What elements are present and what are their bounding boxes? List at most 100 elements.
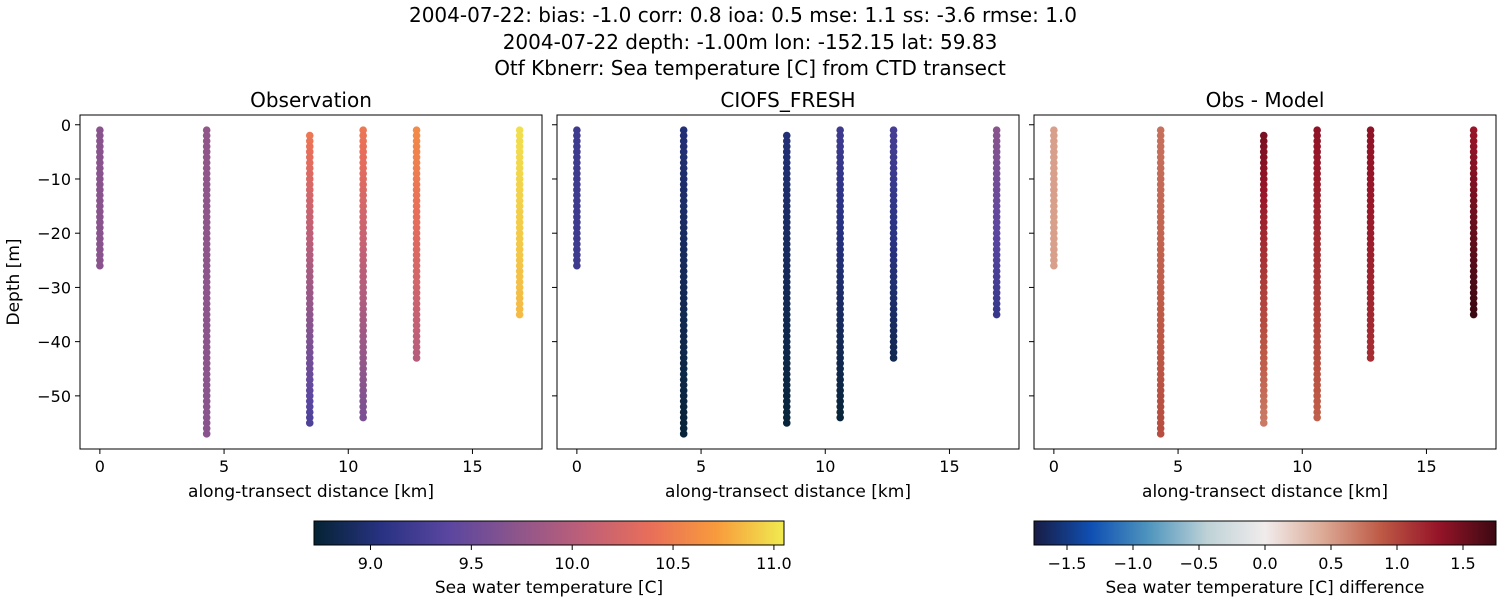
data-point (992, 180, 1001, 189)
data-point (305, 299, 314, 308)
data-point (359, 326, 367, 335)
data-point (305, 131, 314, 140)
data-point (782, 207, 791, 216)
data-point (359, 332, 367, 341)
data-point (782, 261, 791, 270)
data-point (202, 402, 211, 411)
data-point (836, 196, 844, 205)
data-point (412, 305, 421, 313)
data-point (1469, 223, 1478, 232)
data-point (679, 240, 688, 248)
data-point (889, 213, 898, 221)
data-point (1156, 397, 1165, 406)
plot-frame (556, 114, 1020, 450)
data-point (359, 158, 367, 167)
data-point (1313, 278, 1321, 286)
data-point (1366, 321, 1375, 330)
data-point (679, 419, 688, 427)
data-point (836, 272, 844, 281)
colorbar-tick-label: −0.5 (1180, 554, 1219, 573)
data-point (782, 359, 791, 368)
data-point (305, 337, 314, 346)
data-point (1366, 234, 1375, 243)
data-point (1366, 354, 1375, 362)
data-point (412, 283, 421, 292)
data-point (573, 153, 581, 162)
data-point (992, 196, 1001, 205)
data-point (889, 326, 898, 335)
panel-1: 0 5 10 15 0 −10 −20 −30 −40 −50 Observation along-t… (4, 88, 543, 502)
data-point (359, 364, 367, 373)
data-point (1156, 424, 1165, 433)
data-point (359, 359, 367, 368)
data-point (1366, 213, 1375, 221)
data-point (1366, 316, 1375, 324)
data-point (1469, 202, 1478, 210)
x-tick-label: 15 (462, 457, 482, 476)
title-line-description: Otf Kbnerr: Sea temperature [C] from CTD… (494, 56, 1006, 80)
data-point (836, 186, 844, 194)
data-point (1313, 316, 1321, 324)
data-point (359, 164, 367, 172)
data-point (679, 223, 688, 232)
data-point (992, 261, 1001, 270)
data-point (1313, 169, 1321, 178)
x-tick-label: 0 (95, 457, 105, 476)
data-point (836, 148, 844, 156)
data-point (1156, 272, 1165, 281)
data-point (992, 240, 1001, 248)
data-point (305, 364, 314, 373)
data-point (1469, 186, 1478, 194)
data-point (1156, 332, 1165, 341)
data-point (573, 202, 581, 210)
plot-frame (79, 114, 543, 450)
data-point (836, 294, 844, 303)
data-point (305, 375, 314, 384)
data-point (1313, 164, 1321, 172)
data-point (96, 207, 104, 216)
data-point (515, 289, 524, 297)
data-point (1050, 218, 1058, 227)
x-tick-label: 15 (1416, 457, 1436, 476)
data-point (202, 272, 211, 281)
data-point (782, 223, 791, 232)
data-point (1469, 267, 1478, 275)
data-point (992, 126, 1001, 134)
data-point (1313, 299, 1321, 308)
data-point (1366, 267, 1375, 275)
x-axis-label: along-transect distance [km] (1142, 482, 1388, 502)
data-point (1259, 299, 1268, 308)
data-point (782, 305, 791, 313)
data-point (202, 430, 211, 438)
data-point (1469, 218, 1478, 227)
data-point (1156, 229, 1165, 238)
data-point (836, 375, 844, 384)
data-point (359, 137, 367, 145)
data-point (573, 213, 581, 221)
data-point (1469, 191, 1478, 200)
data-point (573, 207, 581, 216)
data-point (889, 207, 898, 216)
data-point (889, 191, 898, 200)
data-point (1313, 218, 1321, 227)
data-point (1259, 191, 1268, 200)
data-point (1313, 175, 1321, 183)
data-point (573, 223, 581, 232)
data-point (96, 186, 104, 194)
data-point (1050, 169, 1058, 178)
data-point (1156, 142, 1165, 151)
data-point (412, 332, 421, 341)
data-point (515, 180, 524, 189)
data-point (359, 310, 367, 319)
data-point (202, 218, 211, 227)
y-tick-label: 0 (61, 116, 71, 135)
data-point (1469, 175, 1478, 183)
data-point (1050, 223, 1058, 232)
data-point (1050, 153, 1058, 162)
data-point (992, 153, 1001, 162)
data-point (202, 180, 211, 189)
data-point (782, 408, 791, 416)
data-point (1313, 310, 1321, 319)
data-point (1313, 294, 1321, 303)
data-point (305, 413, 314, 422)
